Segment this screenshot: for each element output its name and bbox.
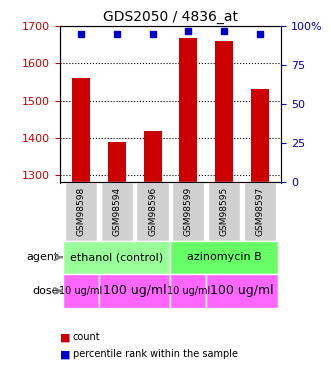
Bar	[179, 38, 197, 183]
Text: percentile rank within the sample: percentile rank within the sample	[73, 350, 238, 359]
Text: dose: dose	[32, 286, 59, 296]
Text: GSM98597: GSM98597	[256, 187, 264, 236]
FancyBboxPatch shape	[99, 274, 170, 308]
Bar	[108, 142, 126, 183]
Text: agent: agent	[26, 252, 59, 262]
Text: azinomycin B: azinomycin B	[187, 252, 261, 262]
Bar	[72, 78, 90, 183]
FancyBboxPatch shape	[101, 183, 133, 240]
FancyBboxPatch shape	[172, 183, 205, 240]
Text: GSM98598: GSM98598	[76, 187, 85, 236]
Bar	[251, 90, 269, 183]
FancyBboxPatch shape	[170, 240, 278, 274]
Text: count: count	[73, 333, 100, 342]
FancyBboxPatch shape	[170, 274, 206, 308]
FancyBboxPatch shape	[208, 183, 240, 240]
Text: 100 ug/ml: 100 ug/ml	[103, 284, 166, 297]
Text: GSM98599: GSM98599	[184, 187, 193, 236]
Bar	[144, 131, 162, 183]
Text: ■: ■	[60, 350, 70, 359]
Text: ethanol (control): ethanol (control)	[70, 252, 164, 262]
Bar	[215, 41, 233, 183]
FancyBboxPatch shape	[63, 274, 99, 308]
Text: GSM98595: GSM98595	[220, 187, 229, 236]
Text: 10 ug/ml: 10 ug/ml	[60, 286, 103, 296]
Text: ■: ■	[60, 333, 70, 342]
Text: GSM98594: GSM98594	[112, 187, 121, 236]
FancyBboxPatch shape	[244, 183, 276, 240]
FancyBboxPatch shape	[136, 183, 169, 240]
Text: 10 ug/ml: 10 ug/ml	[167, 286, 210, 296]
FancyBboxPatch shape	[63, 240, 170, 274]
FancyBboxPatch shape	[65, 183, 97, 240]
Title: GDS2050 / 4836_at: GDS2050 / 4836_at	[103, 10, 238, 24]
Text: 100 ug/ml: 100 ug/ml	[210, 284, 274, 297]
FancyBboxPatch shape	[206, 274, 278, 308]
Text: GSM98596: GSM98596	[148, 187, 157, 236]
